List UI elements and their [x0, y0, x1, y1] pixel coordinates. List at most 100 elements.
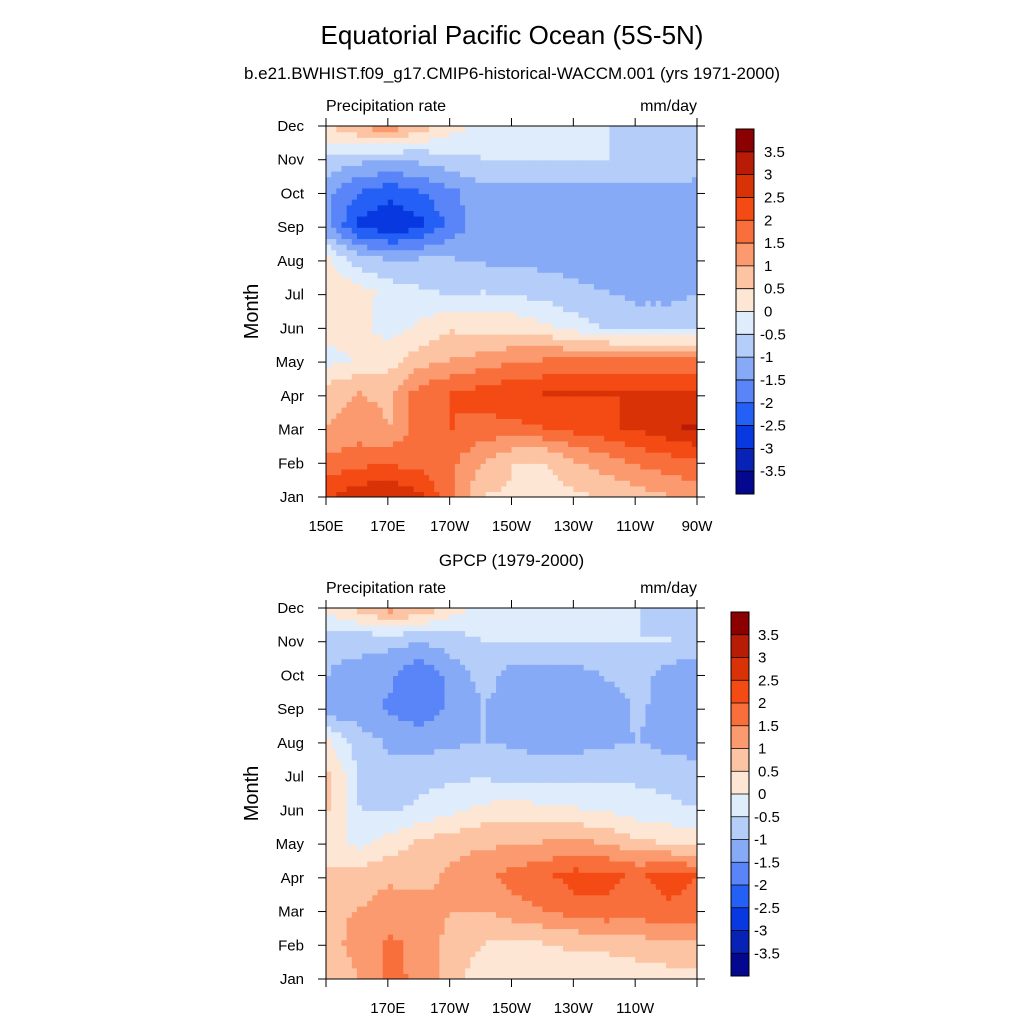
contour-cell: [362, 491, 368, 497]
contour-cell: [459, 474, 466, 481]
contour-cell: [655, 384, 662, 391]
contour-cell: [691, 350, 697, 358]
contour-cell: [624, 249, 631, 256]
contour-cell: [449, 148, 456, 155]
contour-cell: [599, 294, 605, 301]
contour-cell: [490, 126, 497, 133]
contour-cell: [413, 193, 420, 200]
contour-cell: [532, 260, 538, 268]
contour-cell: [666, 300, 672, 307]
contour-cell: [434, 305, 440, 313]
contour-cell: [645, 283, 652, 290]
contour-cell: [454, 165, 461, 172]
contour-cell: [423, 373, 430, 380]
contour-cell: [557, 187, 564, 195]
contour-cell: [439, 480, 446, 487]
contour-cell: [341, 294, 348, 301]
contour-cell: [470, 322, 477, 329]
contour-cell: [346, 170, 353, 178]
contour-cell: [537, 356, 544, 363]
contour-cell: [418, 317, 425, 324]
contour-cell: [398, 395, 404, 403]
contour-cell: [614, 412, 621, 419]
contour-cell: [526, 131, 533, 138]
contour-cell: [568, 322, 574, 329]
contour-cell: [346, 480, 353, 487]
contour-cell: [382, 255, 389, 262]
contour-cell: [377, 367, 384, 374]
contour-cell: [547, 367, 554, 374]
contour-cell: [568, 328, 574, 335]
contour-cell: [475, 440, 482, 448]
contour-cell: [568, 165, 574, 172]
contour-cell: [640, 148, 647, 155]
contour-cell: [547, 165, 554, 172]
contour-cell: [341, 277, 348, 284]
contour-cell: [444, 435, 451, 442]
contour-cell: [532, 333, 538, 341]
contour-cell: [676, 322, 683, 329]
contour-cell: [630, 210, 636, 217]
contour-cell: [619, 463, 626, 470]
contour-cell: [573, 311, 580, 318]
contour-cell: [377, 131, 384, 138]
contour-cell: [331, 423, 337, 431]
contour-cell: [439, 356, 446, 363]
contour-cell: [552, 199, 559, 206]
contour-cell: [666, 446, 672, 453]
contour-cell: [563, 187, 569, 195]
contour-cell: [537, 305, 544, 313]
contour-cell: [583, 283, 590, 290]
contour-cell: [599, 967, 605, 974]
contour-cell: [418, 165, 425, 172]
contour-cell: [604, 350, 610, 358]
contour-cell: [676, 154, 683, 161]
contour-cell: [408, 418, 415, 425]
contour-cell: [681, 182, 688, 189]
contour-cell: [573, 300, 580, 307]
contour-cell: [547, 142, 554, 150]
contour-cell: [588, 311, 595, 318]
contour-cell: [604, 210, 610, 217]
contour-cell: [449, 468, 456, 476]
contour-cell: [336, 249, 343, 256]
contour-cell: [341, 244, 348, 251]
contour-cell: [367, 289, 373, 296]
contour-cell: [691, 373, 697, 380]
contour-cell: [650, 390, 657, 397]
contour-cell: [681, 384, 688, 391]
contour-cell: [568, 401, 574, 408]
contour-cell: [398, 480, 404, 487]
contour-cell: [356, 339, 363, 346]
contour-cell: [398, 440, 404, 448]
contour-cell: [619, 333, 626, 341]
contour-cell: [392, 367, 399, 374]
contour-cell: [331, 227, 337, 234]
contour-cell: [418, 255, 425, 262]
contour-cell: [666, 362, 672, 369]
contour-cell: [650, 407, 657, 414]
contour-cell: [547, 126, 554, 133]
contour-cell: [614, 289, 621, 296]
contour-cell: [573, 294, 580, 301]
contour-cell: [676, 429, 683, 436]
contour-cell: [413, 491, 420, 497]
contour-cell: [542, 328, 549, 335]
contour-cell: [635, 215, 641, 223]
contour-cell: [490, 283, 497, 290]
contour-cell: [382, 249, 389, 256]
contour-cell: [563, 210, 569, 217]
contour-cell: [506, 485, 513, 492]
contour-cell: [511, 221, 518, 228]
contour-cell: [387, 204, 394, 211]
contour-cell: [573, 154, 580, 161]
contour-cell: [516, 170, 523, 178]
contour-cell: [326, 485, 332, 492]
contour-cell: [676, 182, 683, 189]
contour-cell: [403, 232, 410, 240]
contour-cell: [588, 210, 595, 217]
contour-cell: [588, 328, 595, 335]
contour-cell: [660, 232, 667, 240]
contour-cell: [362, 485, 368, 492]
contour-cell: [341, 480, 348, 487]
